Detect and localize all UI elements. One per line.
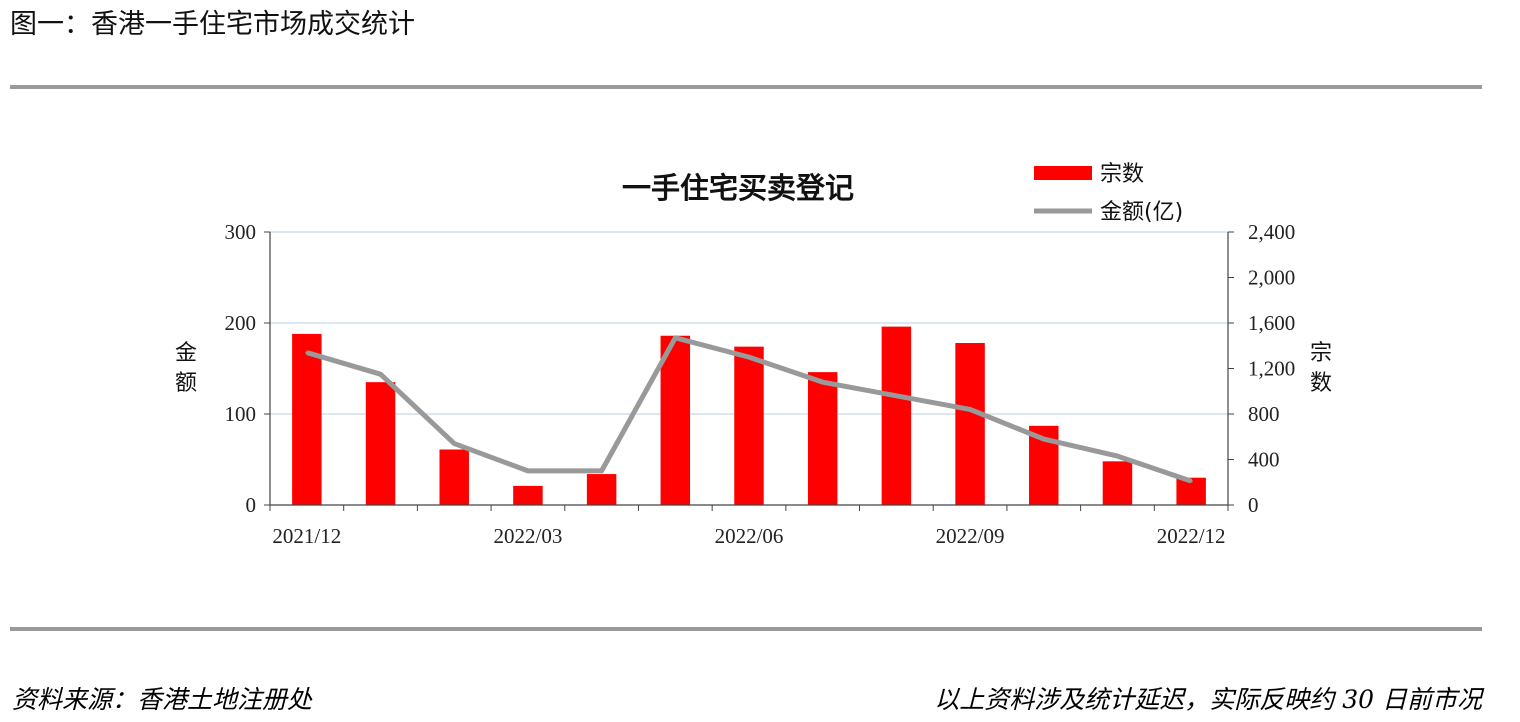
- line-point: [379, 372, 383, 376]
- line-point: [968, 407, 972, 411]
- x-tick-label: 2022/03: [494, 524, 563, 548]
- legend-line-label: 金额(亿): [1100, 200, 1183, 225]
- bar: [586, 474, 617, 505]
- x-tick-label: 2022/09: [936, 524, 1005, 548]
- line-point: [452, 442, 456, 446]
- figure-title: 图一：香港一手住宅市场成交统计: [10, 9, 415, 40]
- right-axis-label-char: 数: [1310, 371, 1332, 396]
- left-axis-label-char: 金: [175, 341, 197, 366]
- x-tick-label: 2021/12: [272, 524, 341, 548]
- line-point: [673, 336, 677, 340]
- top-divider: [10, 85, 1482, 89]
- line-point: [526, 469, 530, 473]
- right-tick-label: 400: [1248, 448, 1280, 472]
- right-tick-label: 2,000: [1248, 266, 1295, 290]
- bar: [660, 335, 691, 505]
- bar: [1102, 461, 1133, 505]
- left-tick-label: 200: [225, 311, 257, 335]
- x-tick-label: 2022/06: [715, 524, 784, 548]
- bar: [955, 343, 985, 505]
- right-tick-label: 1,600: [1248, 311, 1295, 335]
- line-point: [1115, 454, 1119, 458]
- legend-bar-swatch: [1034, 166, 1092, 180]
- right-axis-label: 宗数: [1310, 341, 1332, 396]
- bar: [513, 485, 543, 505]
- left-axis-label-char: 额: [175, 371, 197, 396]
- left-tick-label: 0: [246, 493, 257, 517]
- right-tick-label: 800: [1248, 402, 1280, 426]
- right-tick-label: 0: [1248, 493, 1259, 517]
- note-text: 以上资料涉及统计延迟，实际反映约 30 日前市况: [934, 685, 1482, 714]
- chart-axes: [264, 231, 1234, 511]
- right-tick-label: 2,400: [1248, 220, 1295, 244]
- legend-bar-label: 宗数: [1100, 162, 1144, 187]
- right-tick-label: 1,200: [1248, 357, 1295, 381]
- bar: [734, 346, 764, 505]
- left-tick-label: 100: [225, 402, 257, 426]
- line-point: [894, 394, 898, 398]
- x-tick-label: 2022/12: [1157, 524, 1226, 548]
- line-point: [600, 469, 604, 473]
- source-text: 资料来源：香港土地注册处: [12, 685, 313, 714]
- bottom-divider: [10, 627, 1482, 631]
- line-point: [747, 355, 751, 359]
- bar: [365, 382, 396, 505]
- bar: [439, 449, 469, 505]
- chart-ticks: 0 100 200 300 0 400 800 1,200 1,600 2,000 2,400 202…: [225, 220, 1296, 548]
- bar-series: [292, 326, 1206, 505]
- right-axis-label-char: 宗: [1310, 341, 1332, 366]
- left-tick-label: 300: [225, 220, 257, 244]
- line-point: [821, 380, 825, 384]
- line-point: [1189, 479, 1193, 483]
- line-point: [305, 351, 309, 355]
- bar: [881, 326, 912, 505]
- left-axis-label: 金额: [175, 341, 197, 396]
- line-point: [1042, 437, 1046, 441]
- chart-title: 一手住宅买卖登记: [622, 171, 854, 205]
- line-series: [305, 335, 1193, 484]
- bar: [807, 372, 838, 505]
- bar: [292, 333, 322, 505]
